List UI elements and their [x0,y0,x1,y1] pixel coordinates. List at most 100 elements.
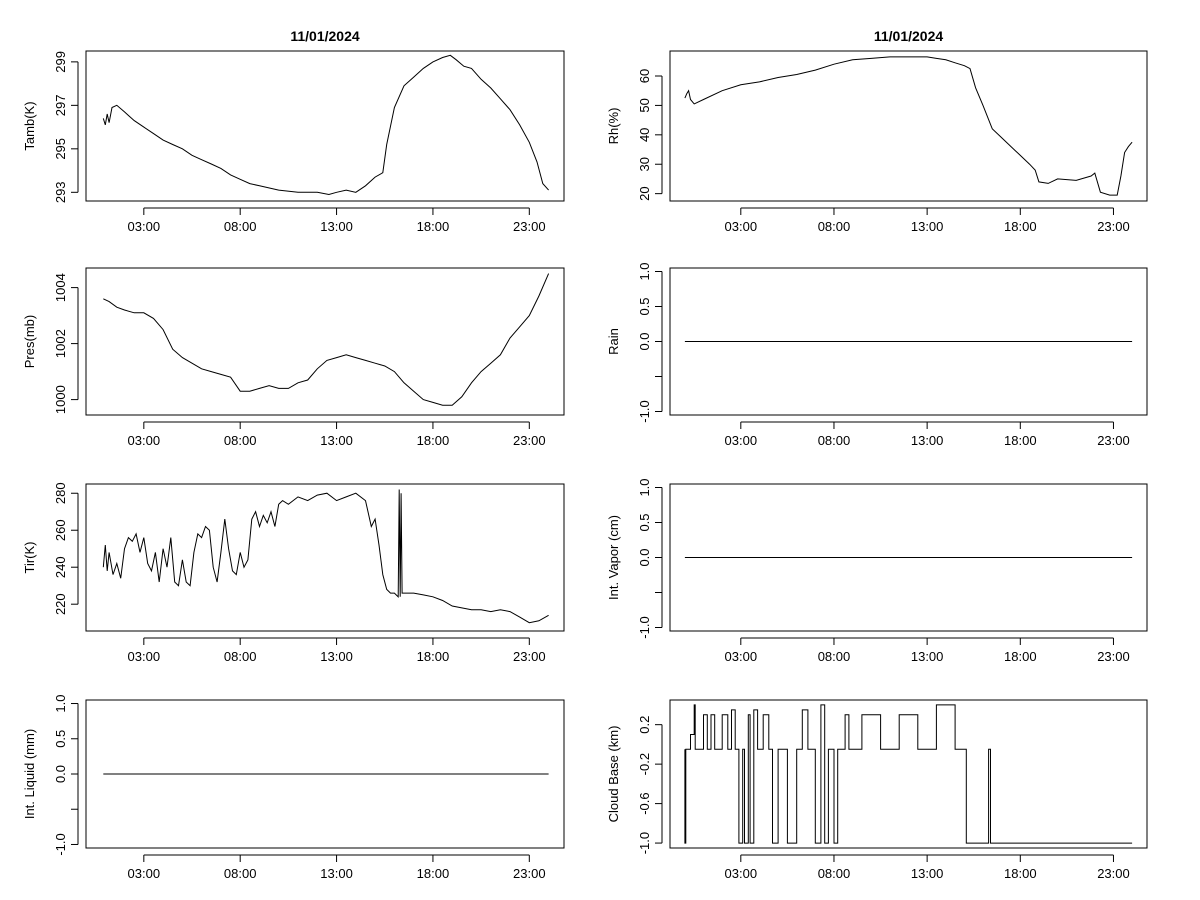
pres-mb-y-tick-label: 1002 [53,329,68,358]
int-liquid-mm-y-tick-label: -1.0 [53,833,68,855]
int-vapor-cm-x-tick-label: 08:00 [818,649,851,664]
tir-series-line [102,489,549,624]
rh-y-tick-label: 20 [637,186,652,200]
pres-mb-x-tick-label: 08:00 [224,433,257,448]
rh-x-tick-label: 13:00 [911,219,944,234]
tir-k-x-tick-label: 13:00 [320,649,353,664]
tir-k-x-tick-label: 23:00 [513,649,546,664]
rain-y-tick-label: 0.5 [637,297,652,315]
rain-x-axis: 03:00 08:00 13:00 18:00 23:00 [725,421,1130,448]
rain-x-tick-label: 08:00 [818,433,851,448]
tamb-k-y-axis: 293 295 297 299 [53,51,79,203]
rh-x-tick-label: 08:00 [818,219,851,234]
int-vapor-cm-y-tick-label: 1.0 [637,478,652,496]
rh-series-line [684,56,1133,196]
cloud-base-km-y-tick-label: -0.6 [637,792,652,814]
panel-cloud-base: 03:00 08:00 13:00 18:00 23:00 -1.0 -0.6 -0.2 0.2… [606,699,1148,881]
rh-x-tick-label: 18:00 [1004,219,1037,234]
rain-x-tick-label: 03:00 [725,433,758,448]
cloud-base-km-x-axis: 03:00 08:00 13:00 18:00 23:00 [725,854,1130,881]
rh-x-tick-label: 03:00 [725,219,758,234]
int-vapor-cm-y-tick-label: 0.0 [637,548,652,566]
rh-plot-frame [669,50,1148,202]
int-liquid-mm-x-tick-label: 18:00 [417,866,450,881]
tamb-k-plot-frame [85,50,565,202]
rh-y-tick-label: 60 [637,69,652,83]
pres-mb-y-tick-label: 1000 [53,385,68,414]
int-vapor-cm-plot-frame [669,483,1148,632]
int-vapor-cm-x-tick-label: 03:00 [725,649,758,664]
int-liquid-mm-x-tick-label: 23:00 [513,866,546,881]
int-vapor-cm-y-tick-label: 0.5 [637,513,652,531]
tamb-k-y-tick-label: 299 [53,51,68,73]
tamb-series-line [102,54,549,196]
cloud-base-km-x-tick-label: 18:00 [1004,866,1037,881]
panel-int-liquid: 03:00 08:00 13:00 18:00 23:00 -1.0 0.0 0.5 1.0 In… [22,694,565,881]
rain-x-tick-label: 18:00 [1004,433,1037,448]
int-liquid-mm-plot-frame [85,699,565,849]
int-vapor-cm-y-tick-label: -1.0 [637,616,652,638]
cloud-base-km-x-tick-label: 03:00 [725,866,758,881]
cloud-base-km-y-tick-label: -0.2 [637,753,652,775]
tir-k-x-axis: 03:00 08:00 13:00 18:00 23:00 [128,637,546,664]
pres-mb-plot-frame [85,267,565,416]
tir-k-y-label: Tir(K) [22,541,37,573]
int-vapor-cm-y-label: Int. Vapor (cm) [606,515,621,600]
int-liquid-mm-y-axis: -1.0 0.0 0.5 1.0 [53,694,79,856]
cloud-base-series-line [684,704,1133,844]
tamb-k-x-tick-label: 18:00 [417,219,450,234]
int-liquid-mm-x-axis: 03:00 08:00 13:00 18:00 23:00 [128,854,546,881]
rh-y-tick-label: 50 [637,98,652,112]
rh-y-tick-label: 30 [637,157,652,171]
panel-rh: 11/01/2024 03:00 08:00 13:00 18:00 23:00 20 30 4… [606,28,1148,234]
rh-y-tick-label: 40 [637,128,652,142]
pres-series-line [103,273,550,406]
panel-rain: 03:00 08:00 13:00 18:00 23:00 -1.0 0.0 0.5 1.0 Ra… [606,262,1148,448]
tamb-k-title: 11/01/2024 [290,28,360,44]
tamb-k-y-tick-label: 297 [53,94,68,116]
rh-x-tick-label: 23:00 [1097,219,1130,234]
int-liquid-mm-y-tick-label: 0.0 [53,765,68,783]
pres-mb-x-tick-label: 23:00 [513,433,546,448]
int-vapor-cm-x-tick-label: 13:00 [911,649,944,664]
rain-plot-frame [669,267,1148,416]
tir-k-x-tick-label: 18:00 [417,649,450,664]
rh-title: 11/01/2024 [874,28,944,44]
pres-mb-y-label: Pres(mb) [22,315,37,368]
cloud-base-km-y-axis: -1.0 -0.6 -0.2 0.2 [637,716,663,854]
rain-y-axis: -1.0 0.0 0.5 1.0 [637,262,663,423]
pres-mb-x-axis: 03:00 08:00 13:00 18:00 23:00 [128,421,546,448]
pres-mb-y-axis: 1000 1002 1004 [53,273,79,414]
int-vapor-cm-x-axis: 03:00 08:00 13:00 18:00 23:00 [725,637,1130,664]
int-vapor-cm-x-tick-label: 23:00 [1097,649,1130,664]
pres-mb-y-tick-label: 1004 [53,273,68,302]
cloud-base-km-x-tick-label: 08:00 [818,866,851,881]
panel-pres: 03:00 08:00 13:00 18:00 23:00 1000 1002 1004 Pre… [22,267,565,448]
tamb-k-x-axis: 03:00 08:00 13:00 18:00 23:00 [128,207,546,234]
tir-k-y-tick-label: 280 [53,482,68,504]
int-liquid-mm-y-tick-label: 0.5 [53,730,68,748]
tir-k-y-tick-label: 240 [53,556,68,578]
int-vapor-cm-y-axis: -1.0 0.0 0.5 1.0 [637,478,663,639]
tir-k-x-tick-label: 08:00 [224,649,257,664]
cloud-base-km-y-tick-label: 0.2 [637,716,652,734]
rain-x-tick-label: 23:00 [1097,433,1130,448]
pres-mb-x-tick-label: 13:00 [320,433,353,448]
cloud-base-km-plot-frame [669,699,1148,849]
tir-k-y-tick-label: 260 [53,519,68,541]
cloud-base-km-y-label: Cloud Base (km) [606,726,621,823]
rain-x-tick-label: 13:00 [911,433,944,448]
tamb-k-x-tick-label: 03:00 [128,219,161,234]
tamb-k-y-label: Tamb(K) [22,101,37,150]
panel-tir: 03:00 08:00 13:00 18:00 23:00 220 240 260 280 Tir… [22,482,565,664]
tir-k-y-axis: 220 240 260 280 [53,482,79,615]
tir-k-y-tick-label: 220 [53,593,68,615]
int-liquid-mm-x-tick-label: 03:00 [128,866,161,881]
tir-k-x-tick-label: 03:00 [128,649,161,664]
pres-mb-x-tick-label: 18:00 [417,433,450,448]
tir-k-plot-frame [85,483,565,632]
tamb-k-y-tick-label: 295 [53,138,68,160]
cloud-base-km-y-tick-label: -1.0 [637,832,652,854]
